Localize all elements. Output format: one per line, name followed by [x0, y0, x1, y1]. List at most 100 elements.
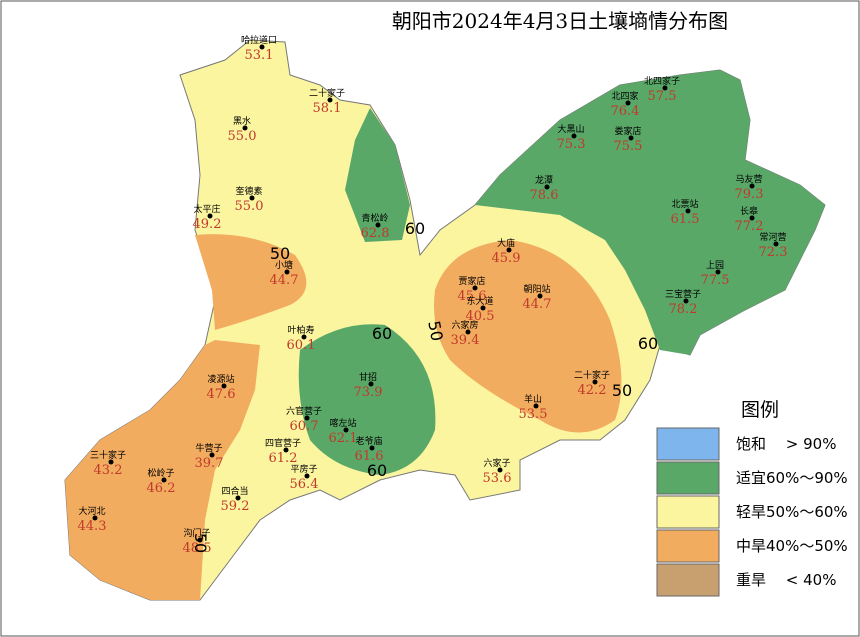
legend-label: 饱和 > 90%	[736, 435, 836, 453]
station-dot	[92, 515, 98, 521]
station-value: 53.1	[245, 48, 274, 63]
station-dot	[221, 383, 227, 389]
station-dot	[161, 477, 167, 483]
station-value: 53.6	[483, 471, 512, 486]
station-dot	[301, 334, 307, 340]
contour-label: 50	[270, 244, 290, 263]
suitable-area	[345, 108, 410, 242]
station-dot	[108, 459, 114, 465]
station-dot	[749, 183, 755, 189]
station-name: 羊山	[524, 393, 542, 405]
station-dot	[235, 495, 241, 501]
station-name: 牛营子	[195, 442, 222, 454]
moderate-drought-area	[195, 234, 307, 330]
station-dot	[533, 403, 539, 409]
station-dot	[592, 379, 598, 385]
station-dot	[465, 329, 471, 335]
legend-swatch	[656, 529, 720, 563]
station-value: 61.5	[671, 212, 700, 227]
station-name: 三宝营子	[665, 288, 701, 300]
station-name: 四官营子	[265, 437, 301, 449]
station-value: 44.3	[78, 519, 107, 534]
station-value: 44.7	[523, 297, 552, 312]
suitable-area	[475, 70, 825, 355]
station-name: 叶柏寿	[287, 324, 314, 336]
contour-label: 60	[638, 334, 658, 353]
station-value: 49.2	[193, 217, 222, 232]
station-dot	[497, 467, 503, 473]
station-value: 40.5	[466, 309, 495, 324]
station-value: 45.9	[492, 251, 521, 266]
station-name: 北四家子	[644, 75, 680, 87]
regions	[64, 39, 826, 601]
station-value: 72.3	[759, 245, 788, 260]
station-value: 56.4	[290, 477, 319, 492]
station-value: 61.2	[269, 451, 298, 466]
station-dot	[662, 85, 668, 91]
station-name: 二十家子	[309, 87, 345, 99]
station-value: 60.7	[290, 419, 319, 434]
station-value: 78.6	[530, 188, 559, 203]
legend-swatch	[656, 427, 720, 461]
station-name: 常河营	[759, 231, 786, 243]
station-value: 55.0	[228, 129, 257, 144]
station-value: 44.7	[270, 273, 299, 288]
station-value: 39.4	[451, 333, 480, 348]
station-name: 太平庄	[193, 203, 220, 215]
station-dot	[207, 213, 213, 219]
contour-label: 60	[367, 461, 387, 480]
station-name: 三十家子	[90, 449, 126, 461]
station-dot	[480, 305, 486, 311]
station-dot	[209, 452, 215, 458]
station-dot	[628, 135, 634, 141]
station-name: 大庙	[497, 237, 515, 249]
station-name: 北票站	[671, 198, 698, 210]
station-name: 六官营子	[286, 405, 322, 417]
station-value: 57.5	[648, 89, 677, 104]
legend-label: 适宜60%～90%	[736, 469, 848, 487]
station-dot	[197, 537, 203, 543]
station-value: 62.8	[361, 226, 390, 241]
station-name: 马友营	[735, 173, 762, 185]
station-value: 48.5	[183, 541, 212, 556]
station-dot	[368, 381, 374, 387]
legend-label: 中旱40%～50%	[736, 537, 848, 555]
contour-label: 50	[191, 533, 210, 553]
station-name: 松岭子	[147, 467, 174, 479]
station-value: 76.4	[611, 104, 640, 119]
station-dot	[284, 269, 290, 275]
legend-swatch	[656, 495, 720, 529]
station-dot	[242, 125, 248, 131]
station-value: 42.2	[578, 383, 607, 398]
station-value: 53.5	[519, 407, 548, 422]
station-value: 77.2	[735, 219, 764, 234]
contour-label: 50	[612, 381, 632, 400]
station-name: 凌源站	[207, 373, 234, 385]
station-value: 39.7	[195, 456, 224, 471]
station-name: 哈拉道口	[241, 34, 277, 46]
station-value: 73.9	[354, 385, 383, 400]
station-dot	[283, 447, 289, 453]
station-value: 47.6	[207, 387, 236, 402]
station-dot	[544, 184, 550, 190]
station-value: 77.5	[701, 273, 730, 288]
moderate-drought-area	[65, 340, 260, 600]
station-name: 上园	[706, 260, 724, 271]
legend-swatch	[656, 461, 720, 495]
suitable-area	[298, 324, 436, 475]
station-value: 43.2	[94, 463, 123, 478]
station-value: 55.0	[235, 199, 264, 214]
station-name: 平房子	[290, 463, 317, 475]
legend-title: 图例	[741, 399, 779, 421]
station-name: 娄家店	[614, 125, 641, 137]
legend-label: 轻旱50%～60%	[736, 503, 848, 521]
station-value: 60.1	[287, 338, 316, 353]
station-value: 61.6	[355, 449, 384, 464]
legend-label: 重旱 < 40%	[736, 571, 836, 589]
station-name: 沟门子	[183, 527, 210, 539]
station-dot	[259, 44, 265, 50]
station-dot	[571, 133, 577, 139]
station-name: 北四家	[611, 90, 638, 102]
